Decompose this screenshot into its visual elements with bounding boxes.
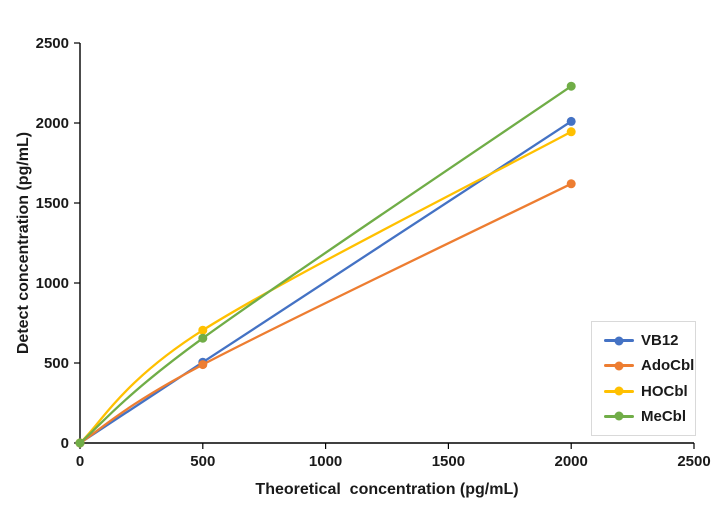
- x-tick-label: 500: [190, 453, 215, 470]
- y-tick-label: 1000: [36, 275, 69, 292]
- data-point-HOCbl: [566, 127, 576, 137]
- x-tick-label: 0: [76, 453, 84, 470]
- data-point-VB12: [566, 116, 576, 126]
- series-line-HOCbl: [78, 130, 573, 445]
- legend-item-mecbl: MeCbl: [604, 409, 695, 424]
- y-tick-label: 0: [61, 435, 69, 452]
- data-point-MeCbl: [198, 333, 208, 343]
- series-line-AdoCbl: [78, 182, 573, 445]
- x-tick-label: 2000: [555, 453, 588, 470]
- chart-legend: VB12 AdoCbl HOCbl MeCbl: [591, 321, 696, 436]
- legend-marker-mecbl: [604, 411, 634, 421]
- legend-item-adocbl: AdoCbl: [604, 358, 695, 373]
- legend-label-adocbl: AdoCbl: [641, 357, 695, 375]
- y-tick-label: 1500: [36, 195, 69, 212]
- data-point-AdoCbl: [566, 179, 576, 189]
- x-axis-title: Theoretical concentration (pg/mL): [255, 481, 519, 498]
- x-tick-label: 1000: [309, 453, 342, 470]
- legend-label-vb12: VB12: [641, 332, 679, 350]
- legend-item-hocbl: HOCbl: [604, 384, 695, 399]
- legend-label-hocbl: HOCbl: [641, 382, 688, 400]
- y-axis-title: Detect concentration (pg/mL): [15, 131, 32, 355]
- x-tick-label: 2500: [677, 453, 710, 470]
- y-tick-label: 500: [44, 355, 69, 372]
- series-line-MeCbl: [78, 85, 573, 445]
- legend-item-vb12: VB12: [604, 333, 695, 348]
- data-point-MeCbl: [75, 438, 85, 448]
- x-tick-label: 1500: [432, 453, 465, 470]
- legend-marker-adocbl: [604, 361, 634, 371]
- legend-label-mecbl: MeCbl: [641, 407, 686, 425]
- data-point-MeCbl: [566, 81, 576, 91]
- legend-marker-vb12: [604, 336, 634, 346]
- data-point-AdoCbl: [198, 360, 208, 370]
- legend-marker-hocbl: [604, 386, 634, 396]
- data-point-HOCbl: [198, 325, 208, 335]
- y-tick-label: 2000: [36, 115, 69, 132]
- y-tick-label: 2500: [36, 35, 69, 52]
